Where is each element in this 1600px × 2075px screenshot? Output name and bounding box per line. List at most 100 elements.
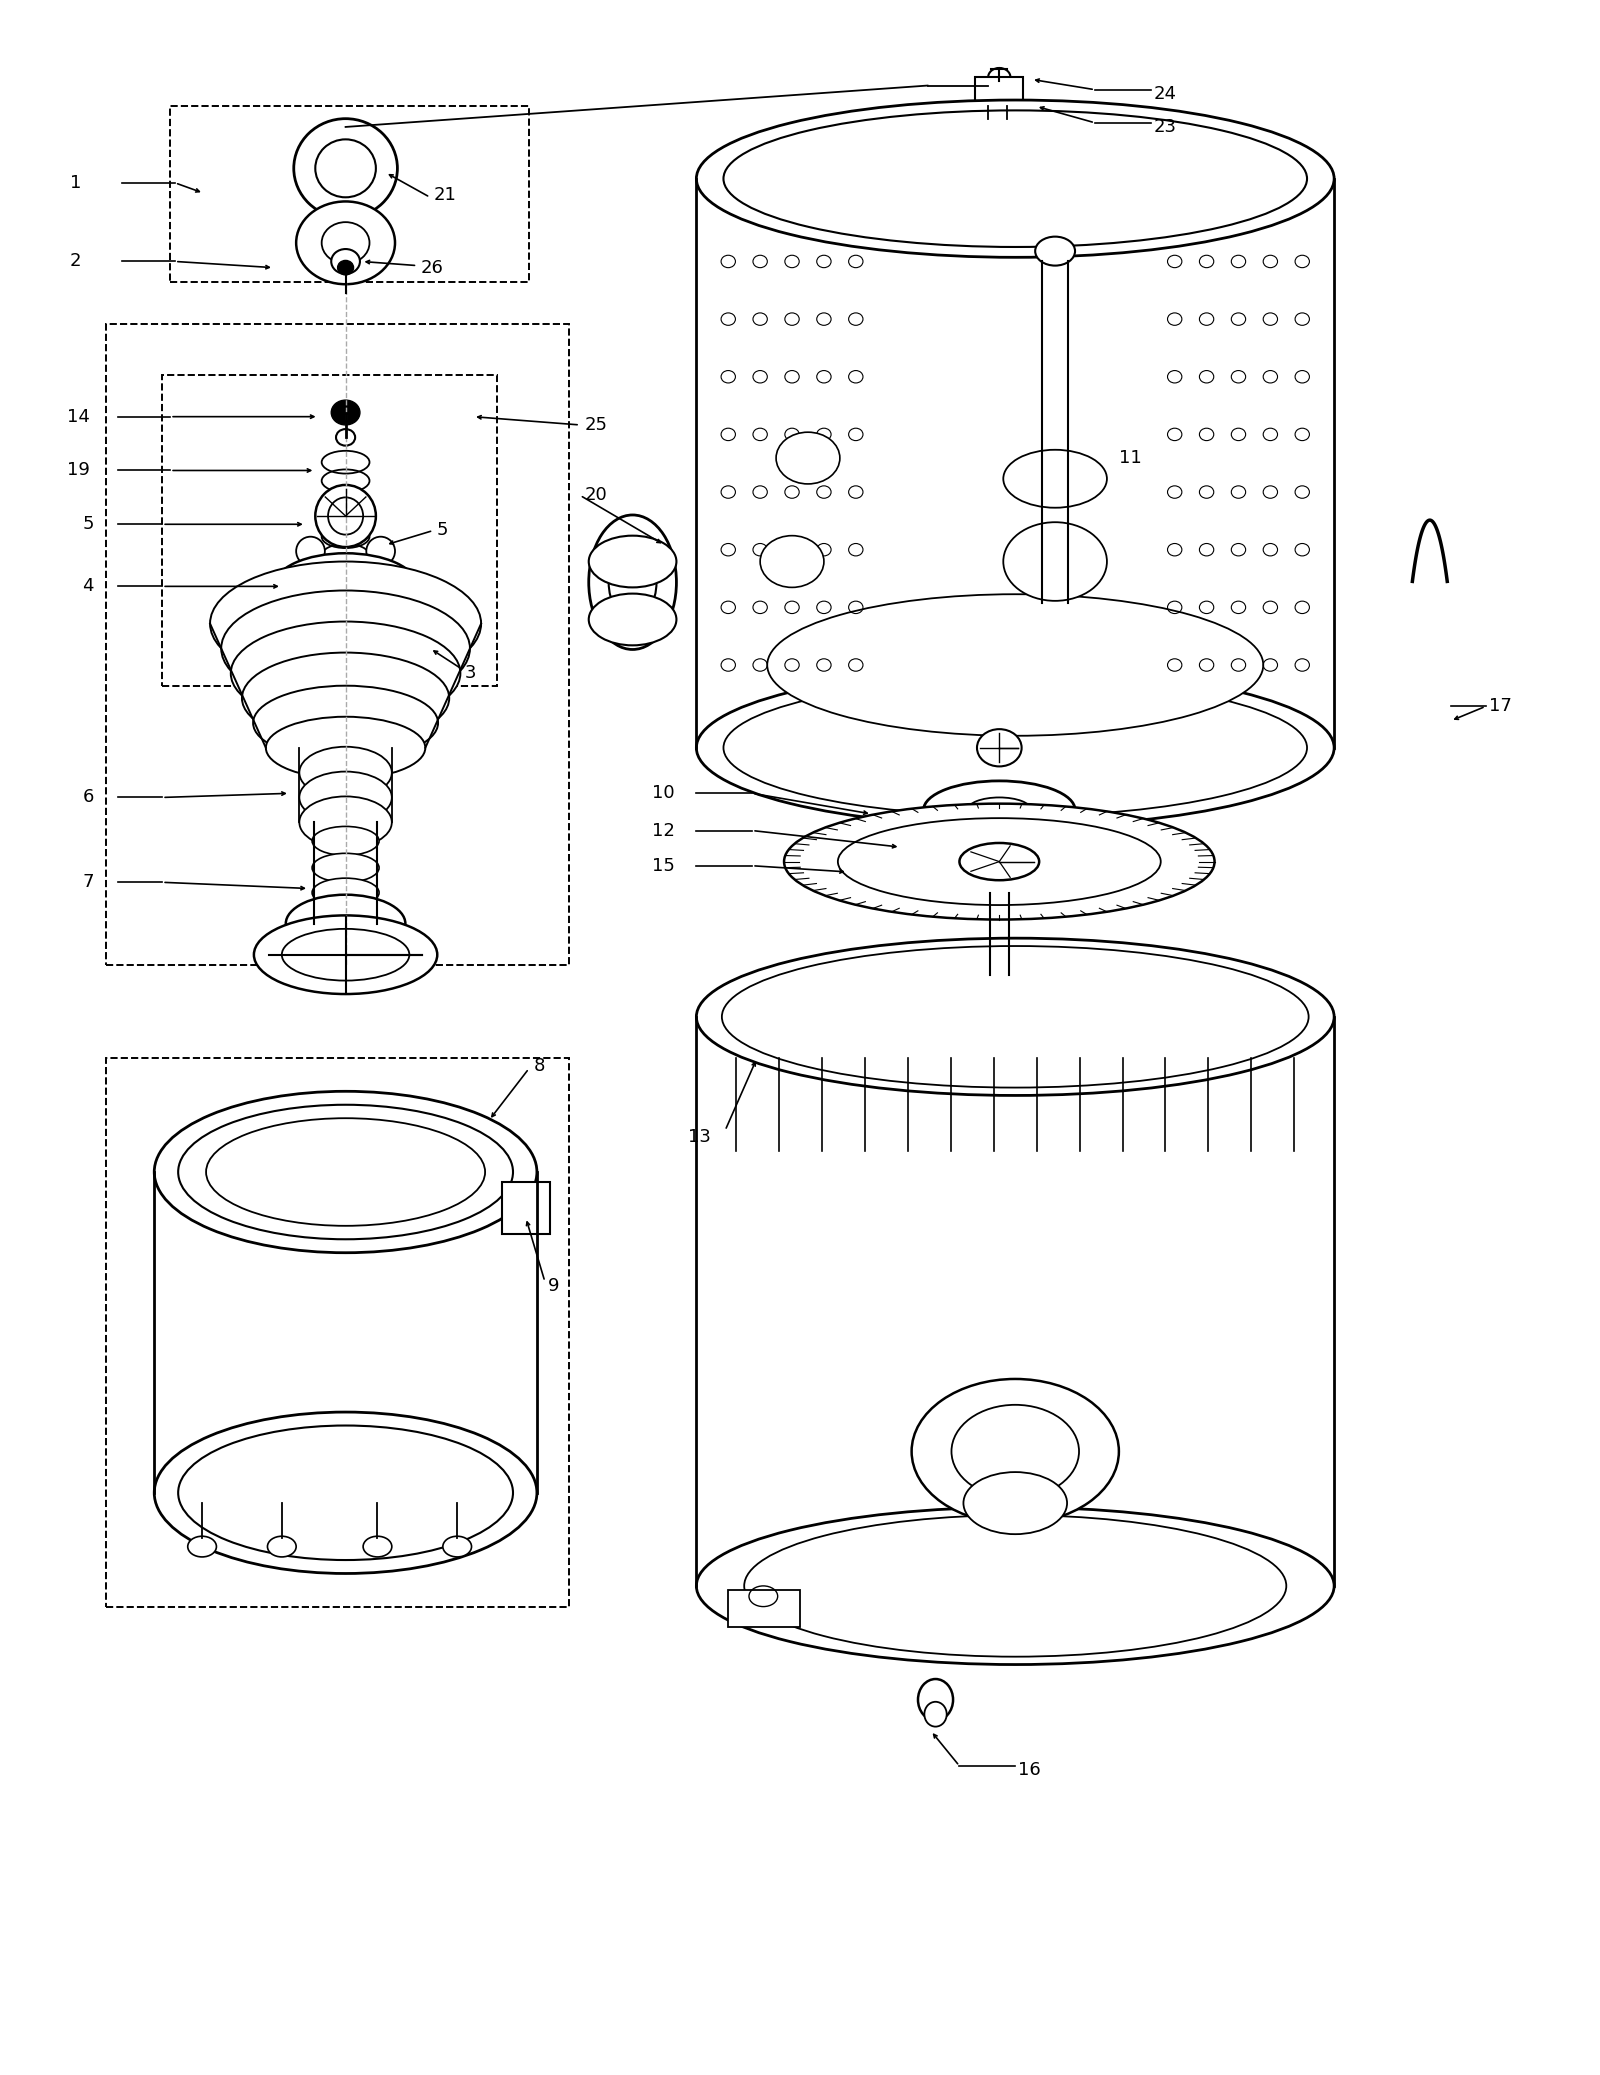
Ellipse shape (366, 537, 395, 566)
Ellipse shape (608, 546, 656, 620)
Ellipse shape (696, 1506, 1334, 1664)
Ellipse shape (294, 118, 397, 218)
Ellipse shape (443, 1536, 472, 1556)
Ellipse shape (254, 915, 437, 994)
Bar (162, 376, 498, 685)
Ellipse shape (912, 1380, 1118, 1523)
Ellipse shape (589, 593, 677, 645)
Ellipse shape (206, 1118, 485, 1226)
Ellipse shape (266, 716, 426, 778)
Ellipse shape (744, 1515, 1286, 1656)
Ellipse shape (723, 679, 1307, 815)
Text: 5: 5 (83, 515, 94, 533)
Bar (502, 1183, 550, 1235)
Ellipse shape (282, 930, 410, 981)
Ellipse shape (784, 803, 1214, 919)
Ellipse shape (312, 878, 379, 907)
Ellipse shape (154, 1091, 538, 1253)
Ellipse shape (230, 622, 461, 724)
Text: 4: 4 (83, 577, 94, 596)
Ellipse shape (589, 535, 677, 587)
Ellipse shape (696, 100, 1334, 257)
Ellipse shape (274, 554, 418, 620)
Text: 13: 13 (688, 1129, 712, 1145)
Bar (728, 1589, 800, 1627)
Ellipse shape (178, 1104, 514, 1239)
Ellipse shape (1003, 523, 1107, 602)
Ellipse shape (722, 946, 1309, 1087)
Ellipse shape (979, 963, 1019, 988)
Ellipse shape (331, 400, 360, 425)
Ellipse shape (363, 1536, 392, 1556)
Ellipse shape (312, 853, 379, 882)
Ellipse shape (1035, 237, 1075, 266)
Ellipse shape (278, 579, 413, 610)
Ellipse shape (296, 537, 325, 566)
Ellipse shape (253, 685, 438, 759)
Text: 6: 6 (83, 788, 94, 807)
Text: 2: 2 (70, 253, 82, 270)
Ellipse shape (187, 1536, 216, 1556)
Ellipse shape (978, 728, 1022, 766)
Ellipse shape (696, 668, 1334, 826)
Ellipse shape (154, 1413, 538, 1573)
Bar (107, 1058, 570, 1606)
Ellipse shape (918, 1679, 954, 1720)
Text: 21: 21 (434, 187, 456, 203)
Ellipse shape (960, 842, 1038, 880)
Ellipse shape (776, 432, 840, 483)
Ellipse shape (312, 903, 379, 932)
Ellipse shape (768, 593, 1264, 737)
Text: 26: 26 (421, 259, 443, 276)
Ellipse shape (306, 569, 386, 606)
Bar (976, 77, 1024, 106)
Ellipse shape (299, 772, 392, 824)
Ellipse shape (989, 68, 1011, 87)
Ellipse shape (331, 249, 360, 274)
Ellipse shape (760, 535, 824, 587)
Text: 1: 1 (70, 174, 82, 191)
Text: 19: 19 (67, 461, 90, 479)
Ellipse shape (952, 1405, 1078, 1498)
Ellipse shape (286, 894, 405, 952)
Ellipse shape (296, 201, 395, 284)
Ellipse shape (315, 486, 376, 548)
Text: 8: 8 (534, 1058, 546, 1075)
Text: 23: 23 (1154, 118, 1178, 137)
Ellipse shape (963, 1471, 1067, 1533)
Ellipse shape (221, 591, 470, 706)
Ellipse shape (696, 938, 1334, 1096)
Text: 7: 7 (83, 874, 94, 892)
Ellipse shape (1003, 450, 1107, 508)
Text: 17: 17 (1488, 697, 1512, 716)
Ellipse shape (328, 498, 363, 535)
Ellipse shape (267, 1536, 296, 1556)
Text: 9: 9 (549, 1276, 560, 1295)
Text: 3: 3 (466, 664, 477, 683)
Ellipse shape (299, 797, 392, 849)
Text: 16: 16 (1019, 1762, 1042, 1778)
Text: 20: 20 (584, 486, 608, 504)
Ellipse shape (322, 222, 370, 264)
Ellipse shape (178, 1426, 514, 1560)
Ellipse shape (312, 826, 379, 855)
Ellipse shape (925, 1702, 947, 1726)
Text: 25: 25 (584, 415, 608, 434)
Ellipse shape (338, 261, 354, 274)
Ellipse shape (589, 515, 677, 649)
Ellipse shape (968, 797, 1030, 822)
Ellipse shape (315, 139, 376, 197)
Text: 10: 10 (651, 784, 674, 803)
Text: 12: 12 (651, 822, 675, 840)
Ellipse shape (336, 430, 355, 446)
Text: 24: 24 (1154, 85, 1178, 104)
Ellipse shape (923, 780, 1075, 838)
Text: 5: 5 (437, 521, 448, 540)
Text: 15: 15 (651, 857, 675, 876)
Ellipse shape (723, 110, 1307, 247)
Text: 14: 14 (67, 407, 90, 425)
Text: 11: 11 (1118, 448, 1142, 467)
Bar (170, 106, 530, 282)
Bar (107, 324, 570, 965)
Ellipse shape (838, 818, 1160, 905)
